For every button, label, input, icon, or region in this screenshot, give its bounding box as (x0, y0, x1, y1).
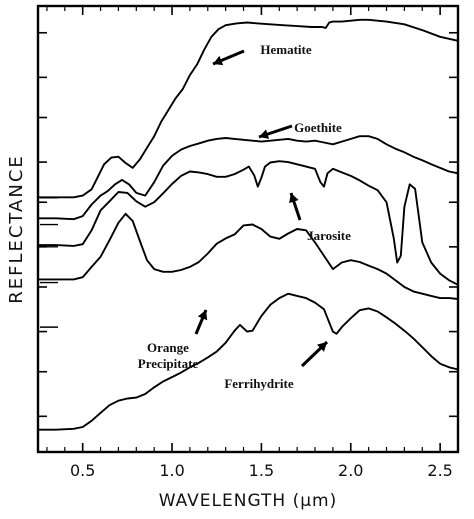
annotation-arrows (194, 49, 329, 368)
series-label: Orange Precipitate (138, 340, 199, 371)
annotation-arrow-head (259, 129, 270, 139)
series-line-hematite (38, 18, 459, 199)
series-label: Jarosite (307, 228, 351, 243)
x-tick-label: 0.5 (70, 461, 95, 480)
axis-ticks: 0.5 1.0 1.5 2.0 2.5 (38, 6, 458, 480)
series-line-jarosite (38, 160, 459, 286)
annotation-arrow-head (213, 55, 224, 66)
x-tick-label: 1.5 (249, 461, 274, 480)
series-label: Hematite (260, 42, 311, 57)
x-tick-label: 2.5 (427, 461, 452, 480)
y-axis-label: REFLECTANCE (6, 154, 27, 304)
plot-frame (36, 4, 460, 454)
annotation-arrow-head (289, 193, 299, 204)
series-line-orange-precipitate (38, 212, 459, 300)
series-label: Ferrihydrite (224, 376, 294, 391)
series-line-goethite (38, 135, 459, 221)
x-tick-label: 1.0 (159, 461, 184, 480)
plot-area (36, 4, 460, 454)
curve-baselines (40, 197, 58, 328)
annotation-arrow-head (197, 310, 208, 321)
axis-labels: WAVELENGTH (µm) REFLECTANCE (6, 154, 338, 511)
x-tick-label: 2.0 (338, 461, 363, 480)
series-line-ferrihydrite (38, 292, 459, 431)
annotation-arrow-head (317, 342, 327, 352)
x-axis-label: WAVELENGTH (µm) (159, 491, 338, 511)
series-label: Goethite (294, 120, 342, 135)
series-lines (38, 18, 459, 431)
series-labels: Hematite Goethite Jarosite Orange Precipitat… (138, 42, 351, 391)
